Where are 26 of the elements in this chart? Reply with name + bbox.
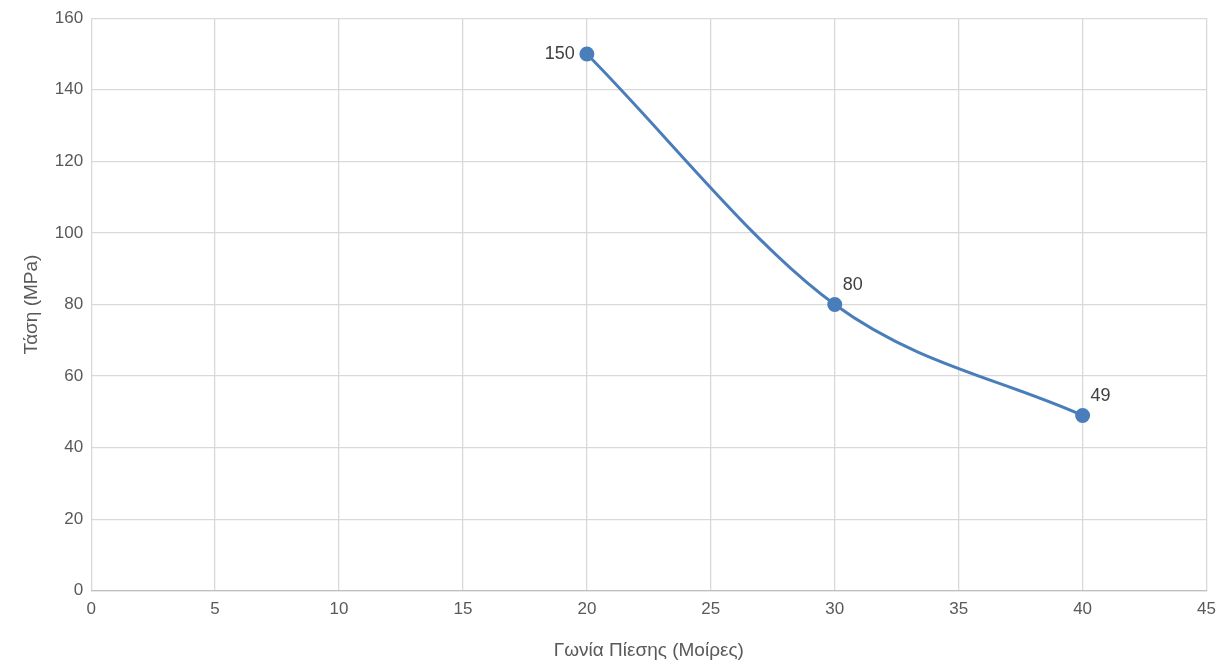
y-tick-label: 80 — [64, 294, 84, 314]
x-tick-label: 25 — [701, 598, 721, 618]
data-label: 49 — [1090, 385, 1111, 406]
y-tick-label: 120 — [54, 151, 84, 171]
x-tick-label: 35 — [949, 598, 969, 618]
point — [579, 46, 595, 62]
x-tick-label: 45 — [1197, 598, 1217, 618]
x-tick-label: 15 — [453, 598, 473, 618]
x-tick-label: 20 — [577, 598, 597, 618]
data-label: 150 — [544, 42, 575, 63]
data-label: 80 — [842, 274, 863, 295]
y-tick-label: 140 — [54, 79, 84, 99]
y-axis-title: Τάση (MPa) — [19, 254, 41, 355]
x-tick-label: 5 — [210, 598, 220, 618]
y-tick-label: 20 — [64, 508, 84, 528]
point — [1075, 407, 1091, 423]
y-tick-label: 160 — [54, 7, 84, 27]
y-tick-label: 0 — [73, 580, 84, 600]
y-tick-label: 40 — [64, 437, 84, 457]
y-tick-label: 100 — [54, 222, 84, 242]
x-tick-label: 30 — [825, 598, 845, 618]
x-axis-title: Γωνία Πίεσης (Μοίρες) — [553, 638, 744, 660]
x-tick-label: 40 — [1073, 598, 1093, 618]
x-tick-label: 10 — [329, 598, 349, 618]
y-tick-label: 60 — [64, 365, 84, 385]
point — [827, 297, 843, 312]
